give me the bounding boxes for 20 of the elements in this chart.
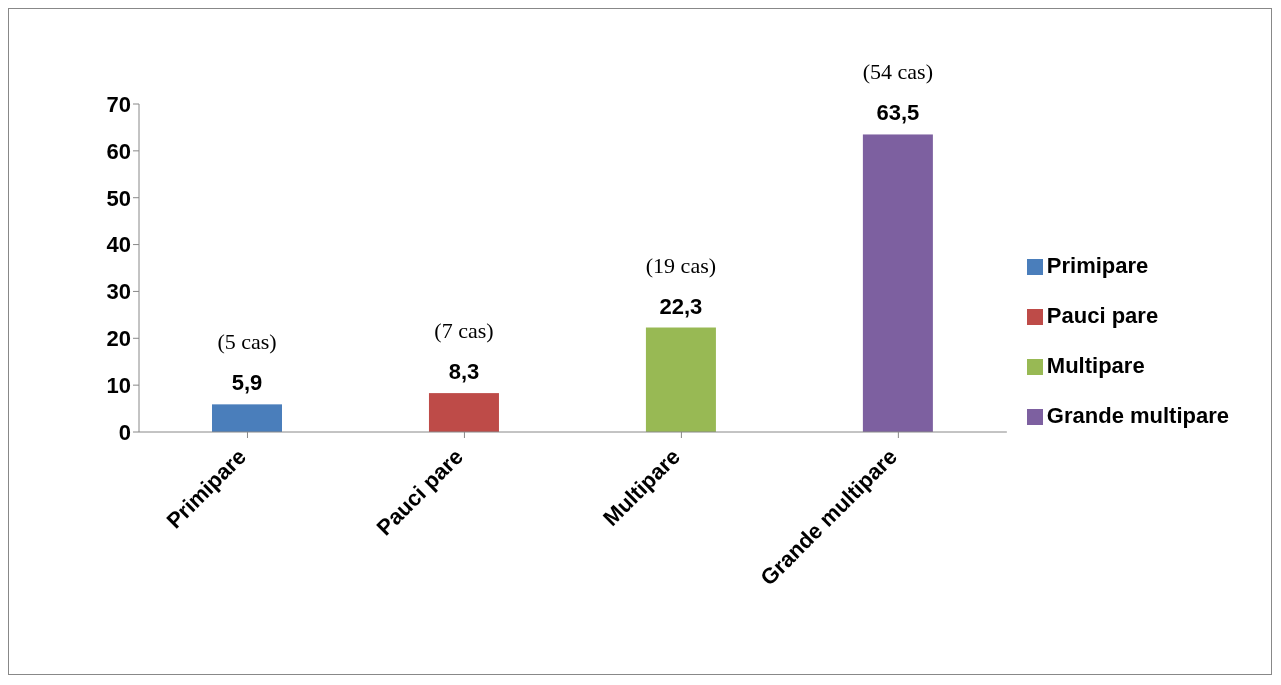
data-label: 8,3 — [448, 359, 480, 385]
y-tick-label: 0 — [118, 419, 131, 445]
legend-label: Grande multipare — [1046, 402, 1229, 428]
annotation: (7 cas) — [434, 318, 494, 344]
y-tick-label: 50 — [106, 185, 131, 211]
annotation: (5 cas) — [217, 329, 277, 355]
data-label: 22,3 — [659, 293, 703, 319]
data-label: 63,5 — [876, 100, 920, 126]
y-tick-label: 20 — [106, 326, 131, 352]
y-tick-label: 30 — [106, 279, 131, 305]
y-tick-label: 40 — [106, 232, 131, 258]
text: (54 cas) — [862, 59, 934, 85]
annotation: (19 cas) — [645, 252, 717, 278]
y-tick-label: 10 — [106, 372, 131, 398]
legend-label: Multipare — [1046, 352, 1145, 378]
legend-label: Pauci pare — [1046, 302, 1159, 328]
y-tick-label: 70 — [106, 91, 131, 117]
y-tick-label: 60 — [106, 138, 131, 164]
data-label: 5,9 — [231, 370, 263, 396]
legend-label: Primipare — [1046, 252, 1149, 278]
